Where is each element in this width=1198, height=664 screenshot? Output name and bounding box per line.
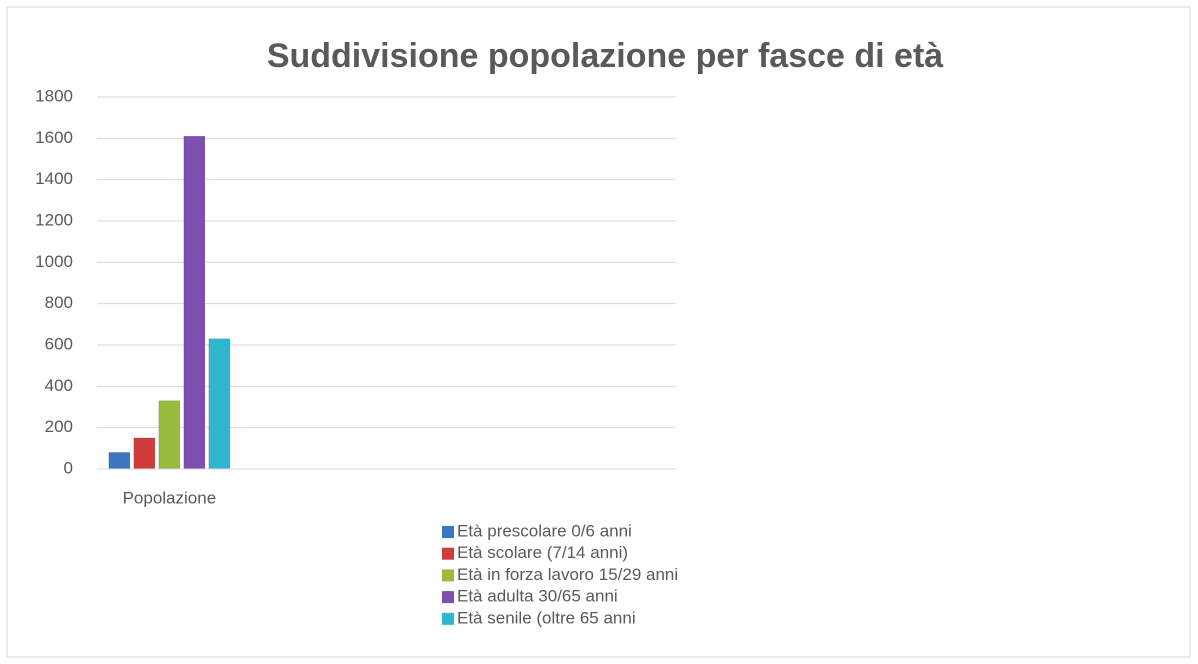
legend-label: Età adulta 30/65 anni	[457, 587, 618, 606]
legend-swatch	[442, 569, 454, 582]
legend-label: Età scolare (7/14 anni)	[457, 543, 628, 562]
bar	[208, 338, 231, 470]
legend-swatch	[442, 526, 454, 538]
y-tick-label: 0	[64, 458, 73, 477]
y-tick-label: 1400	[35, 169, 73, 188]
y-tick-label: 1800	[35, 86, 73, 105]
y-tick-label: 400	[45, 376, 73, 395]
y-tick-label: 1600	[35, 128, 73, 147]
y-tick-label: 800	[45, 293, 73, 312]
y-tick-label: 1200	[35, 210, 73, 229]
bar	[158, 400, 181, 470]
chart-title: Suddivisione popolazione per fasce di et…	[267, 37, 943, 75]
bar	[183, 136, 206, 470]
y-tick-label: 200	[45, 417, 73, 436]
legend-label: Età in forza lavoro 15/29 anni	[457, 565, 678, 584]
bar	[108, 452, 131, 470]
legend-swatch	[442, 547, 454, 560]
legend-label: Età prescolare 0/6 anni	[457, 521, 632, 540]
y-tick-label: 600	[45, 334, 73, 353]
legend-swatch	[442, 591, 454, 604]
legend-swatch	[442, 612, 454, 625]
legend-label: Età senile (oltre 65 anni	[457, 608, 636, 627]
y-tick-label: 1000	[35, 252, 73, 271]
x-tick-label: Popolazione	[123, 488, 217, 507]
bar	[133, 437, 156, 470]
